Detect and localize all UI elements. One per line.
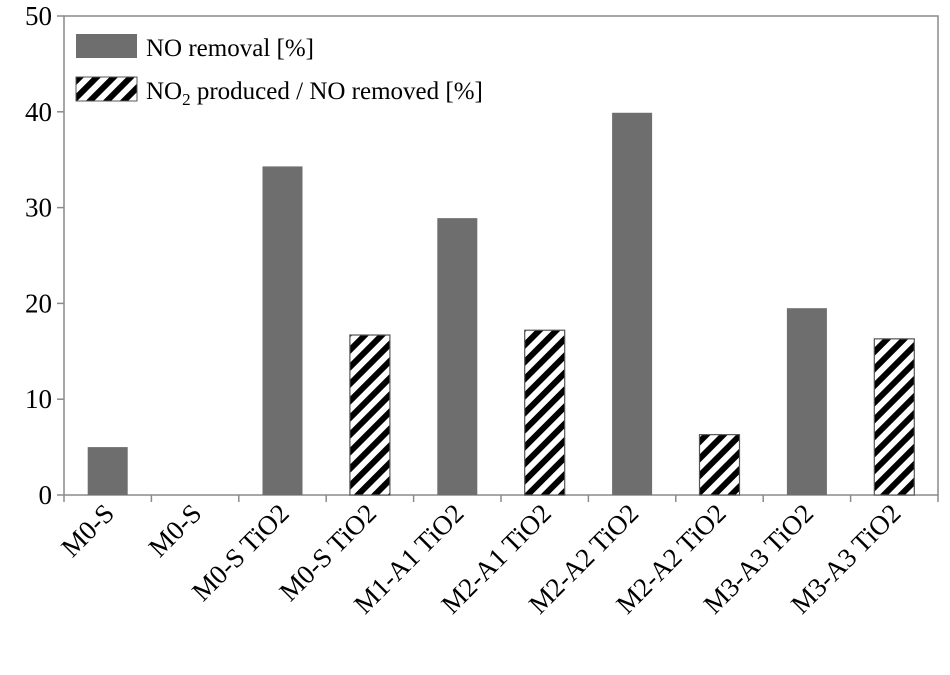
bar-no2-produced — [873, 338, 915, 496]
x-category-label: M0-S — [55, 498, 120, 563]
bar-no-removal — [437, 218, 478, 495]
y-axis: 0 10 20 30 40 50 — [25, 1, 64, 510]
legend-swatch-no2-produced — [75, 76, 138, 102]
y-tick-label: 20 — [25, 288, 52, 318]
y-tick-label: 0 — [39, 480, 53, 510]
bar-no-removal — [262, 166, 303, 495]
y-tick-label: 30 — [25, 193, 52, 223]
bar-no2-produced — [524, 329, 566, 496]
y-tick-label: 10 — [25, 384, 52, 414]
y-tick-label: 50 — [25, 1, 52, 31]
bar-no-removal — [612, 112, 653, 496]
bar-no2-produced — [698, 434, 741, 496]
y-tick-label: 40 — [25, 97, 52, 127]
legend-label-no2-produced: NO2 produced / NO removed [%] — [146, 78, 483, 109]
bar-no2-produced — [349, 334, 391, 496]
legend-swatch-no-removal — [76, 34, 137, 58]
legend-label-no-removal: NO removal [%] — [146, 35, 314, 62]
legend-no2-rest: produced / NO removed [%] — [191, 78, 483, 105]
x-category-label: M0-S — [143, 498, 208, 563]
legend: NO removal [%] NO2 produced / NO removed… — [75, 34, 483, 109]
bar-no-removal — [786, 308, 827, 495]
legend-no2-subscript: 2 — [182, 90, 191, 109]
legend-no2-main: NO — [146, 78, 182, 105]
bars-group — [87, 112, 915, 496]
bar-no-removal — [87, 447, 128, 495]
